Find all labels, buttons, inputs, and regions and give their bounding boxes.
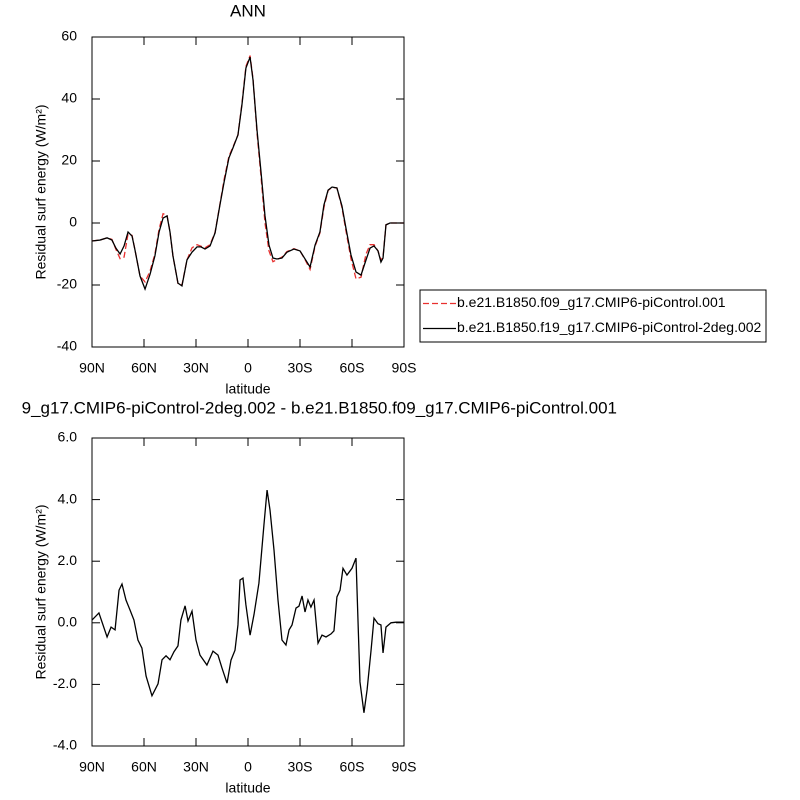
legend-label: b.e21.B1850.f09_g17.CMIP6-piControl.001 [457, 294, 726, 310]
y-axis-label: Residual surf energy (W/m²) [33, 504, 49, 679]
x-tick-label: 30N [183, 759, 209, 775]
y-tick-label: -4.0 [53, 737, 77, 753]
x-tick-label: 60S [340, 759, 365, 775]
x-tick-label: 60S [340, 360, 365, 376]
x-axis-label: latitude [225, 780, 270, 796]
data-line [91, 55, 404, 286]
x-tick-label: 0 [244, 759, 252, 775]
x-tick-label: 90S [392, 360, 417, 376]
y-tick-label: 60 [61, 28, 77, 44]
y-tick-label: 2.0 [58, 552, 78, 568]
x-tick-label: 60N [131, 759, 157, 775]
y-tick-label: -40 [57, 338, 77, 354]
y-tick-label: 6.0 [58, 429, 78, 445]
x-tick-label: 0 [244, 360, 252, 376]
x-tick-label: 30N [183, 360, 209, 376]
x-tick-label: 90N [79, 759, 105, 775]
y-tick-label: -20 [57, 276, 77, 292]
legend-box [419, 289, 767, 343]
x-tick-label: 60N [131, 360, 157, 376]
y-axis-label: Residual surf energy (W/m²) [33, 104, 49, 279]
y-tick-label: -2.0 [53, 675, 77, 691]
chart-title: ANN [230, 1, 266, 20]
data-line [91, 489, 404, 713]
y-tick-label: 20 [61, 152, 77, 168]
x-tick-label: 90S [392, 759, 417, 775]
chart-title: 9_g17.CMIP6-piControl-2deg.002 - b.e21.B… [22, 398, 617, 417]
data-line [91, 56, 404, 291]
y-tick-label: 0 [69, 214, 77, 230]
plot-frame [91, 36, 405, 348]
legend-label: b.e21.B1850.f19_g17.CMIP6-piControl-2deg… [457, 319, 762, 335]
x-tick-label: 30S [288, 759, 313, 775]
x-tick-label: 90N [79, 360, 105, 376]
y-tick-label: 40 [61, 90, 77, 106]
y-tick-label: 4.0 [58, 490, 78, 506]
x-tick-label: 30S [288, 360, 313, 376]
x-axis-label: latitude [225, 381, 270, 397]
y-tick-label: 0.0 [58, 614, 78, 630]
